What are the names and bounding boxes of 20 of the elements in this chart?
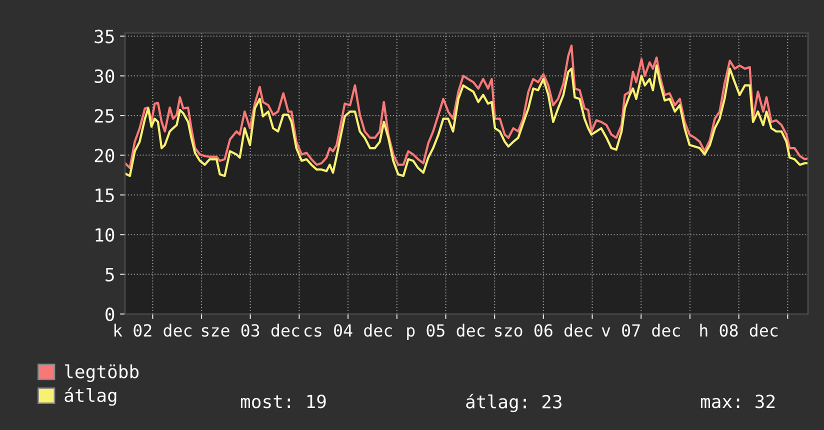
text: most: 19	[240, 394, 326, 408]
y-tick-label: 25	[94, 109, 114, 123]
y-tick-label: 30	[94, 69, 114, 84]
x-tick-label: h 08 dec	[700, 324, 778, 337]
x-tick-label: v 07 dec	[602, 324, 680, 337]
y-tick-label: 0	[106, 308, 114, 322]
x-tick-label: sze 03 dec	[202, 324, 300, 337]
x-tick-label: p 05 dec	[407, 324, 484, 340]
x-tick-label: k 02 dec	[114, 324, 192, 337]
x-tick-label: cs 04 dec	[304, 324, 392, 337]
y-tick-label: 5	[106, 268, 114, 282]
text: átlag: 23	[466, 394, 562, 412]
y-tick-label: 15	[96, 188, 114, 202]
y-tick-label: 35	[94, 30, 114, 44]
legend-label: legtöbb	[64, 364, 139, 382]
text: max: 32	[700, 394, 775, 408]
y-tick-label: 20	[94, 148, 114, 162]
x-tick-label: szo 06 dec	[494, 324, 592, 337]
y-tick-label: 10	[96, 228, 114, 242]
legend-label: átlag	[64, 387, 116, 406]
